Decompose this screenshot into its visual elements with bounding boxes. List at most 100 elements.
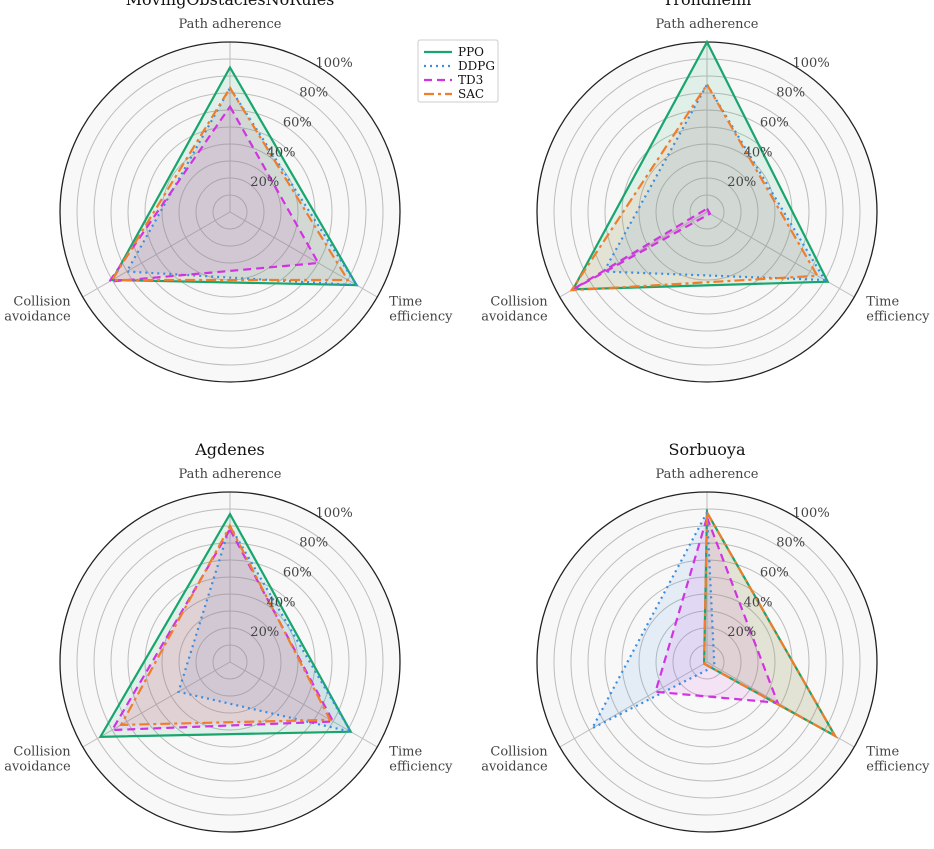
series-fills: [571, 42, 828, 291]
axis-label-time-efficiency: Time efficiency: [866, 745, 930, 775]
tick-label: 100%: [316, 506, 353, 521]
tick-label: 100%: [793, 506, 830, 521]
series-line-ppo: [571, 39, 830, 291]
series-line-td3: [571, 207, 712, 292]
axis-spoke: [229, 211, 378, 298]
series-line-sac: [119, 523, 332, 727]
axis-label-collision-avoidance: Collision avoidance: [481, 745, 548, 775]
series-fill-sac: [112, 87, 348, 281]
radar-panel-2: 20% 40% 60% 80% 100% Path adherence Time effici…: [481, 0, 930, 383]
axis-label-collision-avoidance: Collision avoidance: [4, 745, 71, 775]
tick-label: 40%: [267, 145, 296, 160]
axis-label-collision-avoidance: Collision avoidance: [481, 295, 548, 325]
axis-spoke: [82, 211, 231, 298]
tick-label: 80%: [776, 536, 805, 551]
axis-label-line: efficiency: [866, 760, 930, 775]
axis-label-line: avoidance: [481, 310, 548, 325]
panel-title: MovingObstaclesNoRules: [126, 0, 335, 9]
series-fills: [100, 514, 351, 737]
series-line-ddpg: [602, 82, 827, 282]
tick-label: 60%: [760, 116, 789, 131]
series-line-ppo: [110, 65, 359, 287]
legend-label-td3: TD3: [458, 73, 483, 87]
axis-label-line: Collision: [490, 745, 548, 760]
axis-label-line: Collision: [13, 295, 71, 310]
axis-label-path-adherence: Path adherence: [178, 17, 281, 32]
tick-label: 60%: [283, 116, 312, 131]
series-fill-td3: [109, 106, 319, 282]
axis-label-line: Time: [389, 745, 422, 760]
tick-label: 40%: [267, 595, 296, 610]
axis-label-line: avoidance: [481, 760, 548, 775]
tick-label: 40%: [744, 145, 773, 160]
tick-label: 60%: [760, 566, 789, 581]
series-fill-ppo: [100, 514, 351, 737]
outer-frame: [59, 491, 401, 833]
series-fill-td3: [112, 529, 334, 730]
series-line-ppo: [98, 511, 353, 738]
panel-title: Agdenes: [194, 440, 265, 459]
tick-label: 100%: [793, 56, 830, 71]
series-line-ddpg: [125, 85, 359, 287]
tick-label: 20%: [250, 175, 279, 190]
axis-label-line: Time: [866, 745, 899, 760]
tick-label: 60%: [283, 566, 312, 581]
series-fill-ppo: [112, 67, 357, 286]
axis-label-line: Path adherence: [178, 467, 281, 482]
radar-panel-4: 20% 40% 60% 80% 100% Path adherence Time effici…: [481, 440, 930, 833]
series-fill-td3: [571, 208, 710, 291]
series-fill-ddpg: [178, 526, 351, 732]
legend-label-ppo: PPO: [458, 45, 484, 59]
axis-label-path-adherence: Path adherence: [655, 17, 758, 32]
series-line-ddpg: [589, 508, 716, 731]
tick-label: 40%: [744, 595, 773, 610]
series-fill-sac: [121, 526, 331, 725]
series-fills: [109, 67, 357, 286]
axis-label-line: efficiency: [389, 760, 453, 775]
legend-box: [417, 39, 499, 103]
series-fill-ddpg: [592, 512, 715, 729]
axis-spoke: [706, 211, 855, 298]
axis-label-line: Time: [389, 295, 422, 310]
axis-label-path-adherence: Path adherence: [178, 467, 281, 482]
tick-label: 80%: [299, 536, 328, 551]
tick-label: 20%: [250, 625, 279, 640]
legend-label-sac: SAC: [458, 87, 484, 101]
series-fill-td3: [655, 517, 778, 703]
axis-label-line: Path adherence: [655, 467, 758, 482]
radar-panel-1: 20% 40% 60% 80% 100% Path adherence Time effici…: [4, 0, 453, 383]
axis-label-time-efficiency: Time efficiency: [389, 745, 453, 775]
axis-label-line: Path adherence: [655, 17, 758, 32]
series-lines: [589, 508, 839, 739]
series-line-sac: [702, 508, 839, 739]
series-line-sac: [110, 85, 350, 282]
axis-label-line: avoidance: [4, 310, 71, 325]
tick-label: 100%: [316, 56, 353, 71]
axis-label-line: Path adherence: [178, 17, 281, 32]
axis-spoke: [82, 661, 231, 748]
tick-label: 80%: [776, 86, 805, 101]
legend-label-ddpg: DDPG: [458, 59, 495, 73]
axis-label-line: efficiency: [866, 310, 930, 325]
axis-label-collision-avoidance: Collision avoidance: [4, 295, 71, 325]
panel-title: Trondheim: [663, 0, 752, 9]
tick-label: 20%: [727, 175, 756, 190]
axis-label-line: Time: [866, 295, 899, 310]
outer-frame: [59, 41, 401, 383]
series-lines: [569, 39, 830, 292]
series-lines: [107, 65, 359, 287]
series-fill-ddpg: [603, 84, 825, 280]
axis-label-line: Collision: [490, 295, 548, 310]
series-line-td3: [107, 104, 321, 284]
axis-label-line: efficiency: [389, 310, 453, 325]
radar-panel-3: 20% 40% 60% 80% 100% Path adherence Time effici…: [4, 440, 453, 833]
tick-label: 80%: [299, 86, 328, 101]
axis-spoke: [559, 661, 708, 748]
series-fill-sac: [571, 84, 818, 291]
series-line-sac: [569, 82, 820, 292]
series-fill-ppo: [573, 42, 828, 290]
axis-label-line: avoidance: [4, 760, 71, 775]
